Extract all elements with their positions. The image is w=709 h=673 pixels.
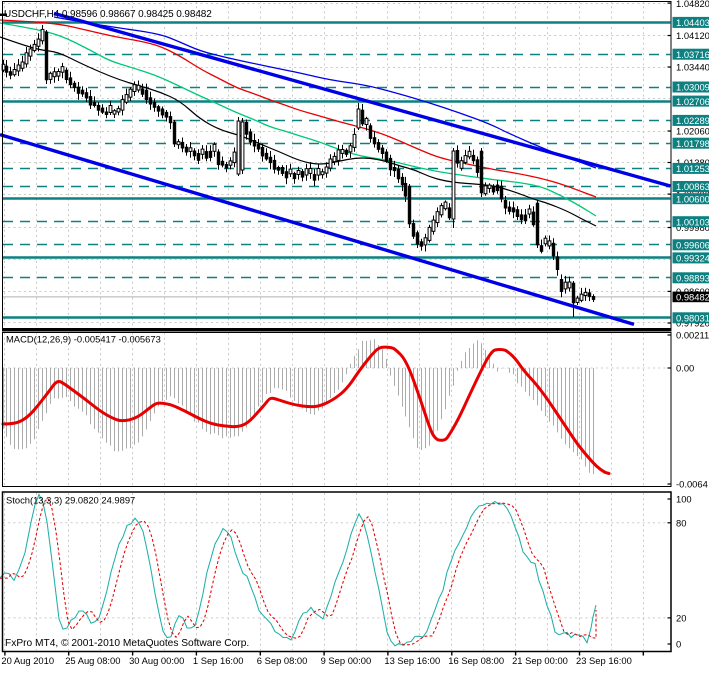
svg-text:1.03009: 1.03009 bbox=[676, 82, 709, 93]
svg-text:30 Aug 00:00: 30 Aug 00:00 bbox=[129, 655, 184, 666]
svg-text:100: 100 bbox=[676, 494, 692, 505]
svg-text:1.01253: 1.01253 bbox=[676, 163, 709, 174]
svg-text:0.99324: 0.99324 bbox=[676, 253, 709, 264]
svg-text:USDCHF,H4 0.98596 0.98667 0.9: USDCHF,H4 0.98596 0.98667 0.98425 0.9848… bbox=[4, 9, 212, 20]
svg-text:-0.0064: -0.0064 bbox=[676, 479, 708, 490]
svg-text:1 Sep 16:00: 1 Sep 16:00 bbox=[193, 655, 244, 666]
svg-text:6 Sep 08:00: 6 Sep 08:00 bbox=[257, 655, 308, 666]
svg-text:16 Sep 08:00: 16 Sep 08:00 bbox=[448, 655, 504, 666]
svg-text:MACD(12,26,9) -0.005417 -0.005: MACD(12,26,9) -0.005417 -0.005673 bbox=[6, 334, 161, 345]
svg-text:1.00600: 1.00600 bbox=[676, 193, 709, 204]
svg-text:1.02060: 1.02060 bbox=[676, 126, 709, 137]
svg-text:1.00103: 1.00103 bbox=[676, 216, 709, 227]
svg-text:1.02289: 1.02289 bbox=[676, 115, 709, 126]
svg-text:FxPro MT4, © 2001-2010 MetaQuo: FxPro MT4, © 2001-2010 MetaQuotes Softwa… bbox=[5, 638, 249, 649]
svg-text:1.02706: 1.02706 bbox=[676, 96, 709, 107]
svg-text:20: 20 bbox=[676, 613, 686, 624]
svg-text:23 Sep 16:00: 23 Sep 16:00 bbox=[576, 655, 632, 666]
svg-text:20 Aug 2010: 20 Aug 2010 bbox=[1, 655, 54, 666]
svg-text:0.99606: 0.99606 bbox=[676, 240, 709, 251]
svg-text:1.04120: 1.04120 bbox=[676, 30, 709, 41]
svg-text:1.03440: 1.03440 bbox=[676, 62, 709, 73]
svg-text:1.04403: 1.04403 bbox=[676, 17, 709, 28]
svg-text:0.98893: 0.98893 bbox=[676, 273, 709, 284]
svg-text:9 Sep 00:00: 9 Sep 00:00 bbox=[321, 655, 372, 666]
svg-text:0.00211: 0.00211 bbox=[676, 330, 709, 341]
svg-text:Stoch(13,3,3) 29.0820 24.9897: Stoch(13,3,3) 29.0820 24.9897 bbox=[6, 495, 135, 506]
svg-text:1.00863: 1.00863 bbox=[676, 181, 709, 192]
svg-text:25 Aug 08:00: 25 Aug 08:00 bbox=[65, 655, 120, 666]
svg-text:80: 80 bbox=[676, 518, 686, 529]
svg-text:0.98031: 0.98031 bbox=[676, 313, 709, 324]
svg-text:13 Sep 16:00: 13 Sep 16:00 bbox=[384, 655, 440, 666]
svg-text:21 Sep 00:00: 21 Sep 00:00 bbox=[512, 655, 568, 666]
svg-text:0.00: 0.00 bbox=[676, 363, 694, 374]
svg-text:1.01798: 1.01798 bbox=[676, 138, 709, 149]
svg-text:0: 0 bbox=[676, 639, 681, 650]
svg-text:1.03716: 1.03716 bbox=[676, 49, 709, 60]
svg-text:0.98482: 0.98482 bbox=[676, 292, 709, 303]
svg-text:1.04820: 1.04820 bbox=[676, 0, 709, 9]
